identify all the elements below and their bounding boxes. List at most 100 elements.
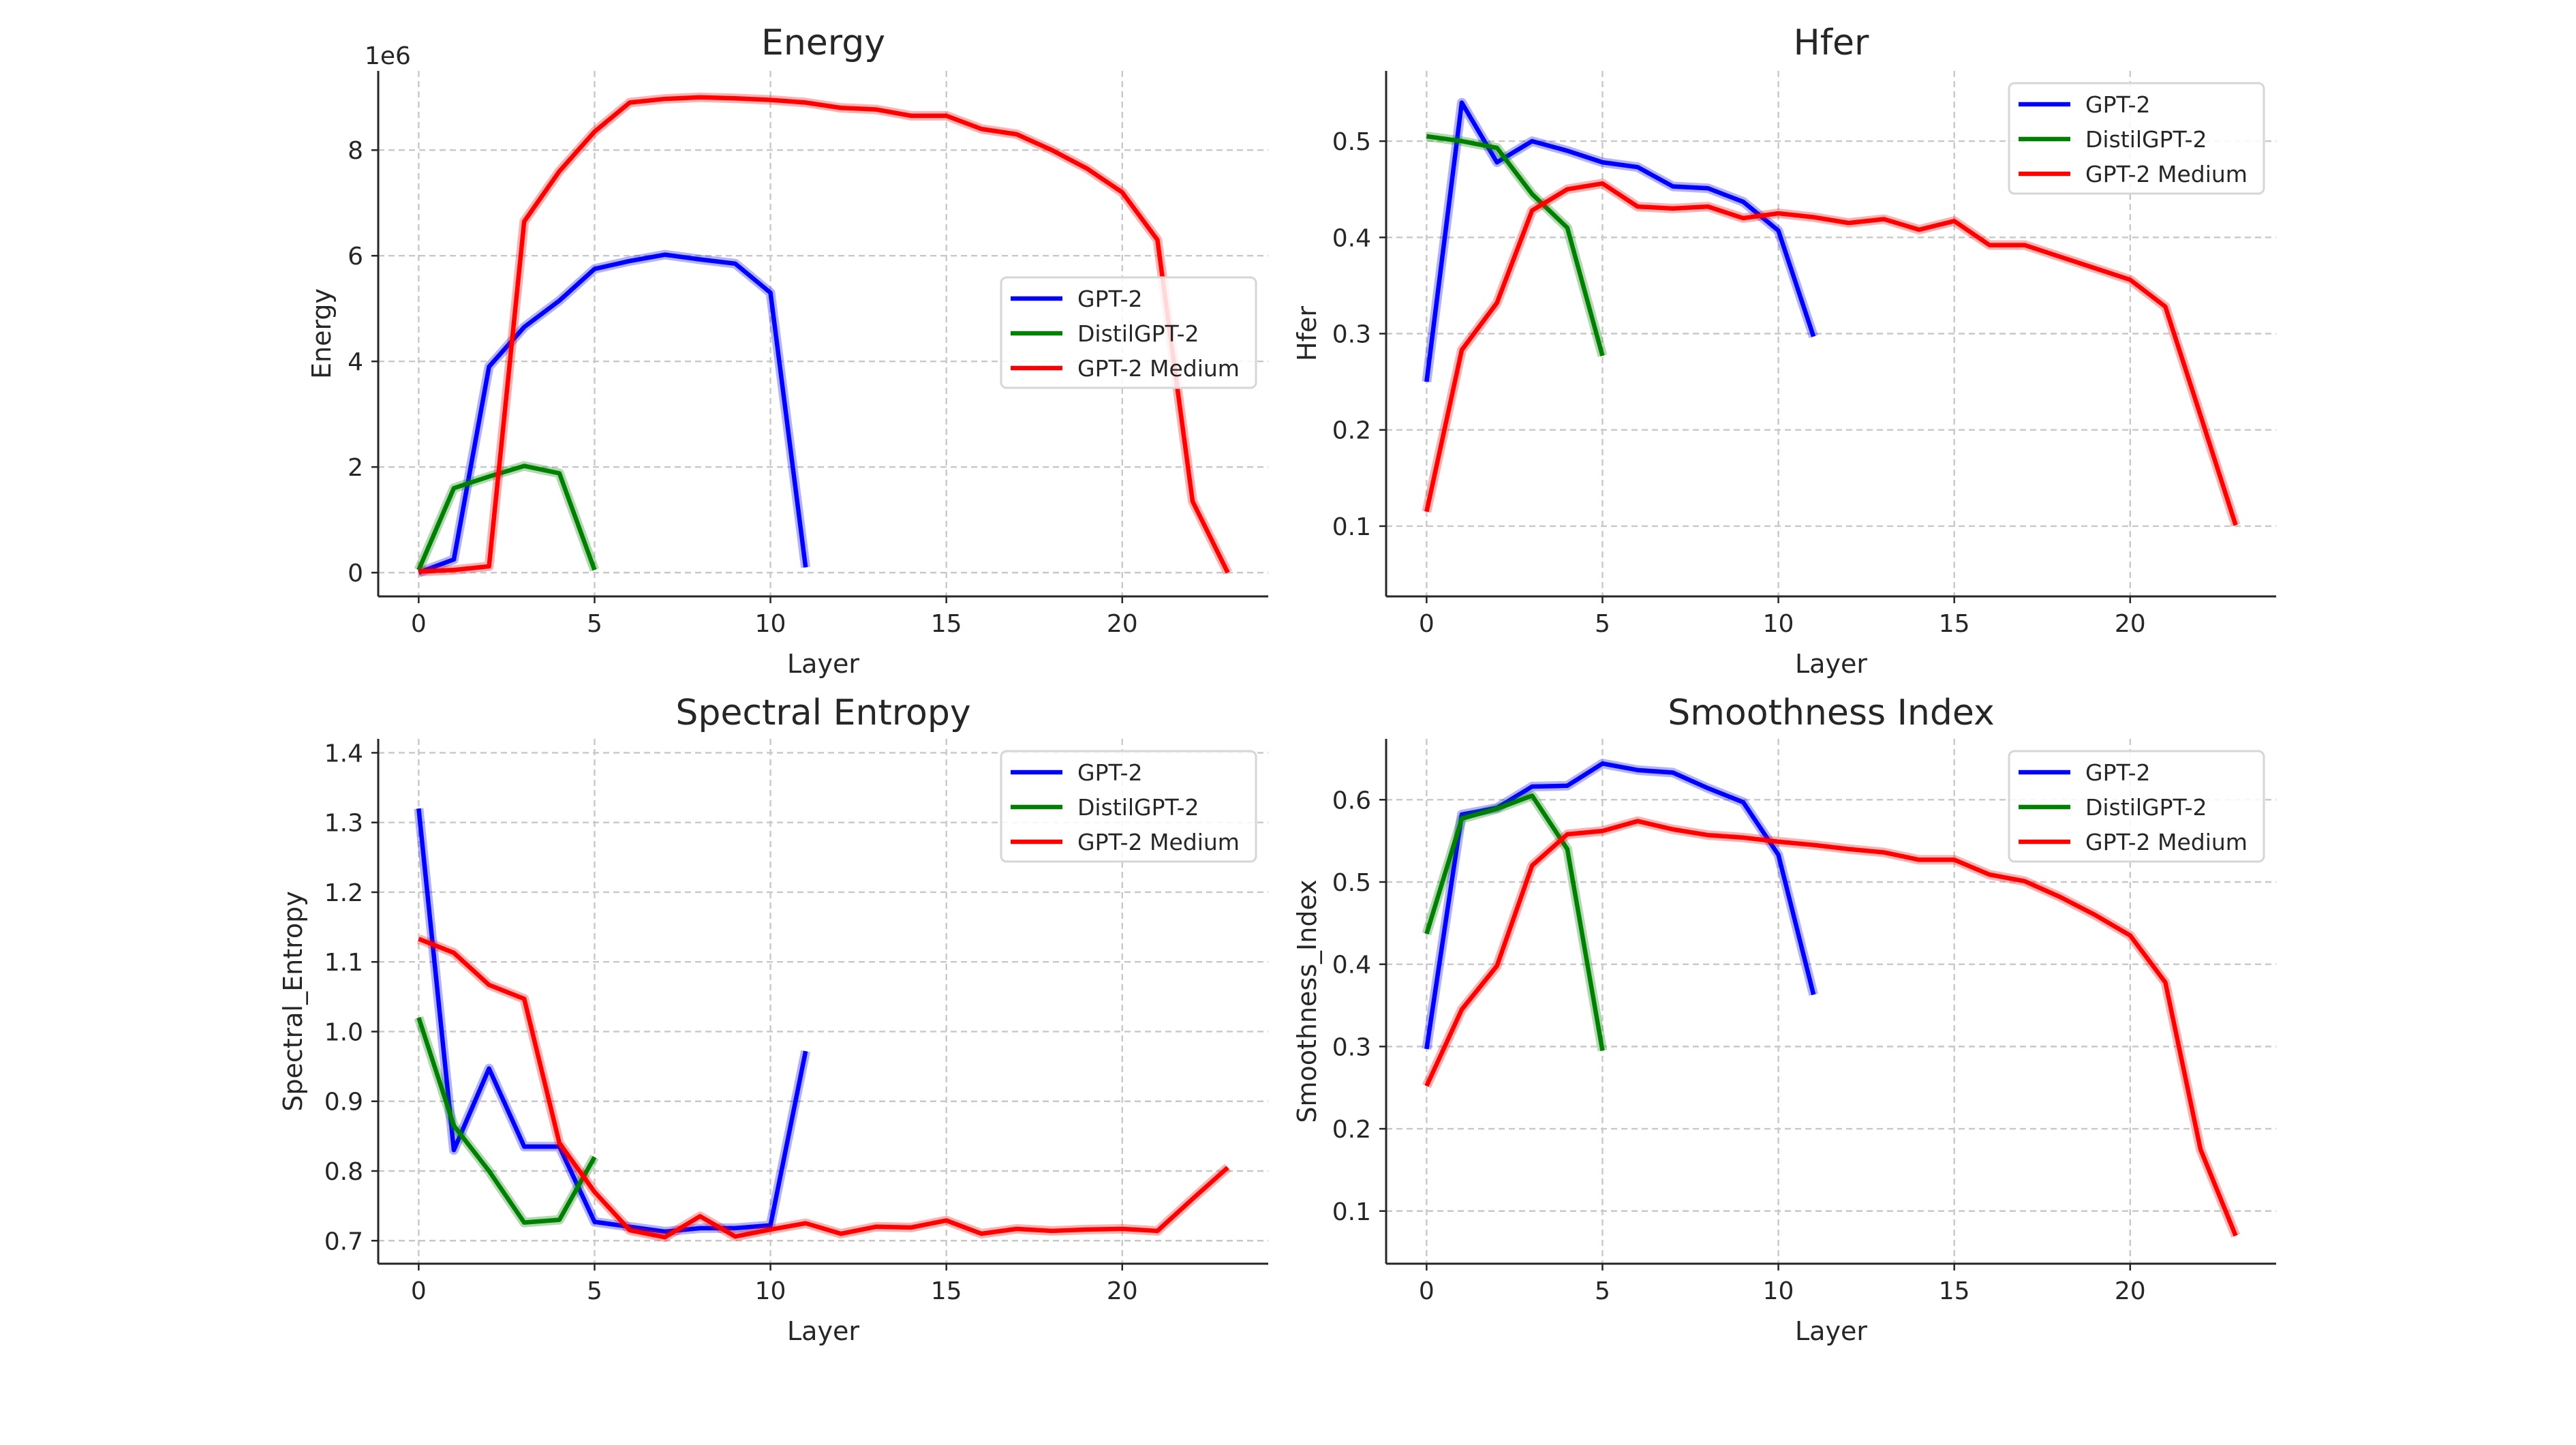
series-band-gpt-2-medium xyxy=(416,934,1231,1243)
series-line-distilgpt-2 xyxy=(416,463,597,571)
chart-panel-spectral-entropy: 0 5 10 15 20 0.7 0.8 0.9 1.0 1.1 1.2 1.3 1.4 Spectral… xyxy=(278,693,1268,1346)
series-line-distilgpt-2 xyxy=(1424,793,1605,1051)
y-tick-label: 0.5 xyxy=(1332,869,1371,897)
y-tick-label: 0.1 xyxy=(1332,513,1371,541)
chart-panel-energy: 0 5 10 15 20 0 2 4 6 8 Energy Layer Energy 1e6 GPT-2 Di… xyxy=(307,22,1268,679)
y-tick-label: 1.2 xyxy=(324,879,363,907)
y-tick-label: 1.3 xyxy=(324,810,363,838)
series-band-gpt-2 xyxy=(414,808,811,1236)
legend: GPT-2 DistilGPT-2 GPT-2 Medium xyxy=(2008,750,2265,863)
x-tick-label: 20 xyxy=(1107,610,1138,638)
series-line-gpt-2-medium xyxy=(418,95,1230,574)
x-tick-label: 20 xyxy=(2115,610,2146,638)
y-tick-label: 0.3 xyxy=(1332,1033,1371,1061)
y-tick-label: 0.4 xyxy=(1332,952,1371,979)
legend: GPT-2 DistilGPT-2 GPT-2 Medium xyxy=(1000,750,1257,863)
y-tick-label: 0.2 xyxy=(1332,1116,1371,1144)
chart-title: Spectral Entropy xyxy=(675,693,970,733)
legend-box xyxy=(2008,750,2265,863)
chart-panel-hfer: 0 5 10 15 20 0.1 0.2 0.3 0.4 0.5 Hfer Layer Hfer GPT-… xyxy=(1292,22,2276,679)
legend-label: GPT-2 xyxy=(2085,91,2151,118)
x-tick-label: 0 xyxy=(1419,610,1435,638)
legend-label: DistilGPT-2 xyxy=(2085,794,2207,821)
legend-label: GPT-2 Medium xyxy=(1077,829,1240,855)
x-tick-label: 15 xyxy=(931,610,962,638)
series-band-gpt-2-medium xyxy=(1422,816,2241,1238)
chart-title: Smoothness Index xyxy=(1668,693,1994,733)
y-axis-label: Spectral_Entropy xyxy=(278,891,308,1112)
x-tick-label: 0 xyxy=(1419,1277,1435,1305)
x-tick-label: 0 xyxy=(411,1277,427,1305)
legend: GPT-2 DistilGPT-2 GPT-2 Medium xyxy=(2008,82,2265,195)
y-tick-label: 0.5 xyxy=(1332,128,1371,156)
series-line-gpt-2 xyxy=(416,808,808,1234)
y-tick-label: 0.7 xyxy=(324,1228,363,1256)
y-tick-label: 1.4 xyxy=(324,740,363,767)
x-tick-label: 10 xyxy=(755,1277,786,1305)
series-line-distilgpt-2 xyxy=(1426,134,1605,356)
x-axis-label: Layer xyxy=(787,649,859,679)
legend-label: GPT-2 Medium xyxy=(2085,161,2248,187)
series-line-gpt-2-medium xyxy=(1424,819,2238,1237)
x-tick-label: 20 xyxy=(2115,1277,2146,1305)
legend-label: GPT-2 xyxy=(1077,286,1143,312)
x-tick-label: 5 xyxy=(587,1277,602,1305)
x-axis-label: Layer xyxy=(1795,649,1867,679)
chart-title: Hfer xyxy=(1794,22,1869,63)
y-tick-label: 2 xyxy=(348,454,363,482)
legend: GPT-2 DistilGPT-2 GPT-2 Medium xyxy=(1000,276,1257,389)
y-tick-label: 0.3 xyxy=(1332,321,1371,349)
y-tick-label: 0.1 xyxy=(1332,1198,1371,1226)
legend-box xyxy=(1000,750,1257,863)
x-tick-label: 10 xyxy=(755,610,786,638)
x-tick-label: 15 xyxy=(1939,610,1970,638)
x-tick-label: 20 xyxy=(1107,1277,1138,1305)
series-line-gpt-2-medium xyxy=(1424,181,2238,526)
y-tick-label: 6 xyxy=(348,243,363,271)
chart-title: Energy xyxy=(761,22,885,63)
legend-box xyxy=(1000,276,1257,389)
legend-label: DistilGPT-2 xyxy=(1077,794,1199,821)
x-tick-label: 10 xyxy=(1763,610,1794,638)
y-tick-label: 0.6 xyxy=(1332,787,1371,815)
chart-panel-smoothness-index: 0 5 10 15 20 0.1 0.2 0.3 0.4 0.5 0.6 Smoothness Ind… xyxy=(1292,693,2276,1346)
series-line-gpt-2-medium xyxy=(418,937,1229,1240)
series-line-gpt-2 xyxy=(418,252,808,575)
y-tick-label: 0.2 xyxy=(1332,417,1371,445)
series-band-distilgpt-2 xyxy=(414,461,600,573)
y-axis-label: Hfer xyxy=(1292,306,1322,361)
series-line-gpt-2 xyxy=(1424,100,1816,382)
y-tick-label: 1.1 xyxy=(324,949,363,977)
y-tick-label: 0.8 xyxy=(324,1158,363,1186)
series-band-gpt-2-medium xyxy=(1422,179,2241,527)
x-tick-label: 5 xyxy=(587,610,602,638)
series-band-gpt-2 xyxy=(1422,759,1818,1050)
x-tick-label: 5 xyxy=(1595,610,1610,638)
legend-label: DistilGPT-2 xyxy=(2085,126,2207,153)
legend-label: GPT-2 xyxy=(2085,759,2151,786)
series-line-distilgpt-2 xyxy=(416,1017,597,1225)
x-tick-label: 15 xyxy=(1939,1277,1970,1305)
x-tick-label: 10 xyxy=(1763,1277,1794,1305)
x-axis-label: Layer xyxy=(787,1316,859,1346)
y-axis-label: Energy xyxy=(307,288,337,379)
legend-label: GPT-2 Medium xyxy=(2085,829,2248,855)
x-tick-label: 5 xyxy=(1595,1277,1610,1305)
series-band-gpt-2 xyxy=(416,249,811,577)
y-axis-label: Smoothness_Index xyxy=(1292,879,1322,1123)
x-tick-label: 15 xyxy=(931,1277,962,1305)
legend-label: DistilGPT-2 xyxy=(1077,320,1199,347)
legend-label: GPT-2 xyxy=(1077,759,1143,786)
y-offset-label: 1e6 xyxy=(365,42,411,70)
y-tick-label: 4 xyxy=(348,348,363,376)
x-tick-label: 0 xyxy=(411,610,427,638)
y-tick-label: 1.0 xyxy=(324,1018,363,1046)
y-tick-label: 0 xyxy=(348,560,363,588)
y-tick-label: 0.4 xyxy=(1332,224,1371,252)
legend-label: GPT-2 Medium xyxy=(1077,355,1240,382)
y-tick-label: 8 xyxy=(348,137,363,165)
legend-box xyxy=(2008,82,2265,195)
x-axis-label: Layer xyxy=(1795,1316,1867,1346)
y-tick-label: 0.9 xyxy=(324,1089,363,1116)
